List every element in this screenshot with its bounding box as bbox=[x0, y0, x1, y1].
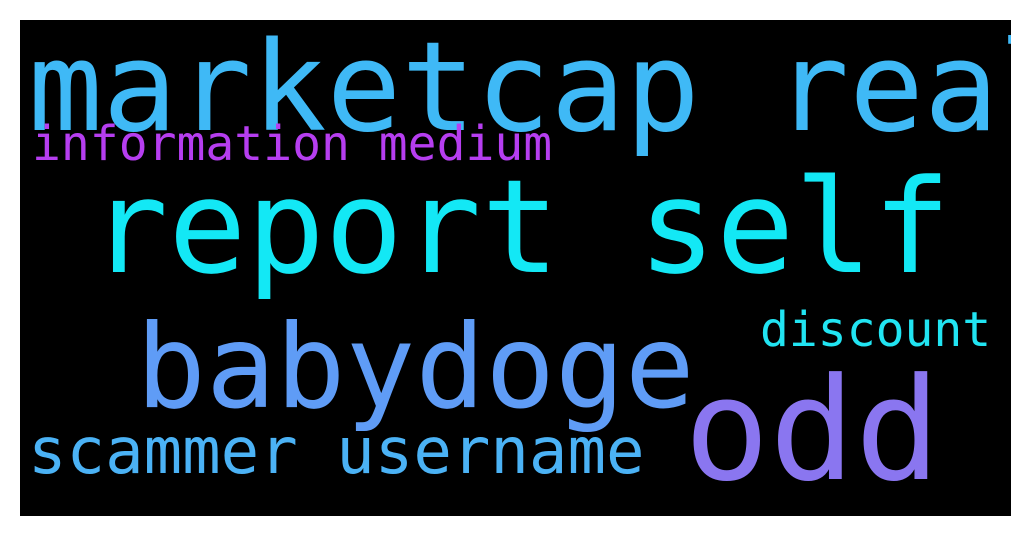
word-information-medium: information medium bbox=[32, 116, 553, 172]
word-marketcap-real: marketcap real bbox=[28, 20, 1011, 160]
word-cloud-canvas: marketcap real information medium report… bbox=[20, 20, 1011, 516]
word-odd: odd bbox=[684, 348, 941, 513]
word-scammer-username: scammer username bbox=[28, 415, 645, 489]
word-discount: discount bbox=[760, 302, 992, 358]
word-report-self: report self bbox=[90, 151, 951, 303]
word-babydoge: babydoge bbox=[136, 300, 695, 435]
